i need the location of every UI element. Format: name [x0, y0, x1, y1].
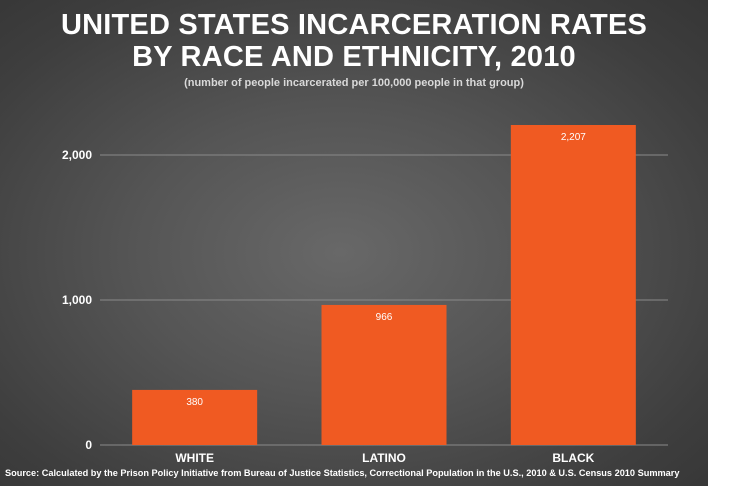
- bar-black: [510, 125, 636, 445]
- chart-title-line-1: UNITED STATES INCARCERATION RATES: [60, 9, 648, 41]
- y-tick-label: 2,000: [62, 148, 92, 162]
- y-tick-label: 0: [85, 438, 92, 452]
- x-tick-label: BLACK: [552, 451, 594, 465]
- data-label: 380: [186, 397, 203, 408]
- x-tick-label: WHITE: [175, 451, 214, 465]
- data-label: 966: [376, 312, 393, 323]
- chart-subtitle: (number of people incarcerated per 100,0…: [184, 77, 524, 89]
- source-note: Source: Calculated by the Prison Policy …: [5, 468, 680, 478]
- y-tick-label: 1,000: [62, 293, 92, 307]
- x-tick-label: LATINO: [362, 451, 406, 465]
- bar-chart: 0 1,000 2,000 380 WHITE 966 LATINO 2,207 BLACK: [62, 125, 668, 465]
- bar-latino: [321, 304, 447, 445]
- chart-title-line-2: BY RACE AND ETHNICITY, 2010: [132, 41, 576, 73]
- data-label: 2,207: [561, 132, 586, 143]
- chart-panel: UNITED STATES INCARCERATION RATES BY RAC…: [0, 0, 708, 486]
- bar-white: [132, 389, 258, 445]
